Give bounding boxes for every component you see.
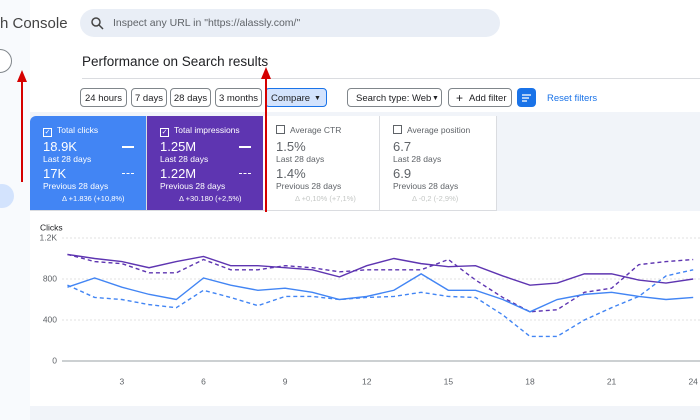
add-filter-label: Add filter <box>469 93 507 104</box>
metric-delta: Δ -0,2 (-2,9%) <box>412 194 459 203</box>
metric-previous-value: 6.9 <box>393 166 412 181</box>
metric-label: ✓ Total clicks <box>43 125 98 137</box>
x-tick-label: 15 <box>444 376 454 386</box>
metric-card[interactable]: Average CTR 1.5% Last 28 days 1.4% Previ… <box>263 116 380 211</box>
metric-period: Last 28 days <box>160 154 209 164</box>
search-box[interactable]: Inspect any URL in "https://alassly.com/… <box>80 9 500 37</box>
metric-label-text: Total clicks <box>57 125 99 135</box>
metric-label: ✓ Total impressions <box>160 125 240 137</box>
page-title: Performance on Search results <box>82 54 269 69</box>
metric-value: 1.5% <box>276 139 306 154</box>
metric-previous-period: Previous 28 days <box>276 181 342 191</box>
metric-value: 18.9K <box>43 139 77 154</box>
checkbox <box>393 125 402 134</box>
search-icon <box>91 17 104 30</box>
x-tick-label: 18 <box>525 376 535 386</box>
metric-label-text: Average CTR <box>290 125 342 135</box>
range-button[interactable]: 7 days <box>131 88 167 107</box>
metric-previous-value: 1.4% <box>276 166 306 181</box>
y-axis-label: Clicks <box>40 222 63 232</box>
checkbox <box>276 125 285 134</box>
metric-period: Last 28 days <box>43 154 92 164</box>
dashed-legend <box>122 173 134 174</box>
solid-legend <box>239 146 251 148</box>
y-tick-label: 400 <box>43 314 57 324</box>
arrow-head <box>17 70 27 82</box>
metric-label-text: Average position <box>407 125 471 135</box>
metric-previous-value: 17K <box>43 166 67 181</box>
metric-delta: Δ +1.836 (+10,8%) <box>62 194 125 203</box>
series-line <box>67 273 694 313</box>
range-button[interactable]: 3 months <box>215 88 262 107</box>
compare-button[interactable]: Compare ▼ <box>265 88 327 107</box>
metric-previous-period: Previous 28 days <box>393 181 459 191</box>
x-tick-label: 12 <box>362 376 372 386</box>
metric-label: Average CTR <box>276 125 341 135</box>
metric-previous-value: 1.22M <box>160 166 197 181</box>
nav-active[interactable] <box>0 184 14 208</box>
filter-icon-button[interactable] <box>517 88 536 107</box>
checkbox: ✓ <box>160 128 169 137</box>
metric-previous-period: Previous 28 days <box>43 181 109 191</box>
x-tick-label: 21 <box>607 376 617 386</box>
reset-filters[interactable]: Reset filters <box>547 93 598 104</box>
range-button[interactable]: 28 days <box>170 88 211 107</box>
series-line <box>67 269 694 338</box>
search-type-label: Search type: Web <box>356 93 432 104</box>
x-tick-label: 3 <box>119 376 124 386</box>
x-tick-label: 9 <box>283 376 288 386</box>
chart-panel <box>30 211 700 406</box>
metric-period: Last 28 days <box>393 154 442 164</box>
metric-previous-period: Previous 28 days <box>160 181 226 191</box>
x-tick-label: 24 <box>688 376 698 386</box>
metric-delta: Δ +0,10% (+7,1%) <box>295 194 356 203</box>
metric-value: 6.7 <box>393 139 412 154</box>
filter-icon <box>522 94 531 102</box>
metric-value: 1.25M <box>160 139 197 154</box>
compare-label: Compare <box>271 93 311 104</box>
plus-icon: + <box>456 91 464 105</box>
metric-card[interactable]: ✓ Total impressions 1.25M Last 28 days 1.… <box>147 116 264 211</box>
dropdown-icon: ▼ <box>314 95 321 102</box>
arrow-head <box>261 67 271 79</box>
search-placeholder: Inspect any URL in "https://alassly.com/… <box>113 17 301 29</box>
metric-delta: Δ +30.180 (+2,5%) <box>179 194 242 203</box>
y-tick-label: 1.2K <box>40 232 58 242</box>
search-type-button[interactable]: Search type: Web ▼ <box>347 88 442 107</box>
metric-label: Average position <box>393 125 470 135</box>
x-tick-label: 6 <box>201 376 206 386</box>
range-button[interactable]: 24 hours <box>80 88 127 107</box>
y-tick-label: 0 <box>52 355 57 365</box>
dashed-legend <box>239 173 251 174</box>
series-line <box>67 253 694 286</box>
metric-period: Last 28 days <box>276 154 325 164</box>
solid-legend <box>122 146 134 148</box>
metric-card[interactable]: Average position 6.7 Last 28 days 6.9 Pr… <box>380 116 497 211</box>
divider <box>82 78 700 79</box>
dropdown-icon: ▼ <box>432 95 439 102</box>
checkbox: ✓ <box>43 128 52 137</box>
metric-card[interactable]: ✓ Total clicks 18.9K Last 28 days 17K Pre… <box>30 116 147 211</box>
app-title: h Console <box>0 15 68 32</box>
add-filter-button[interactable]: + Add filter <box>448 88 512 107</box>
y-tick-label: 800 <box>43 273 57 283</box>
series-line <box>67 253 694 313</box>
metric-label-text: Total impressions <box>174 125 240 135</box>
